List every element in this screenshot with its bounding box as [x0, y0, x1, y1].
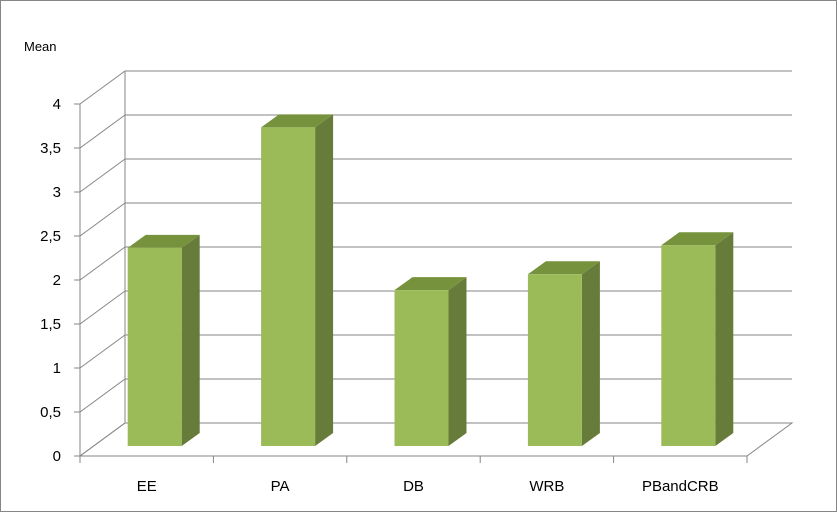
y-tick-label: 1: [53, 360, 61, 377]
bar-front: [127, 247, 182, 446]
bar-side: [181, 234, 200, 446]
bar-top: [394, 277, 467, 291]
side-gridline: [79, 246, 126, 281]
bar-side: [448, 277, 467, 446]
x-tick-label: PA: [271, 478, 290, 495]
side-gridline: [79, 114, 126, 149]
floor-plane: [78, 422, 794, 457]
y-tick-label: 0: [53, 448, 61, 465]
bar-top: [127, 234, 200, 248]
x-tick-label: DB: [403, 478, 424, 495]
y-tick-label: 2: [53, 272, 61, 289]
bar-front: [261, 127, 316, 446]
side-gridline: [79, 202, 126, 237]
bar-PA: [261, 114, 334, 446]
bar-DB: [394, 277, 467, 446]
side-gridline: [79, 290, 126, 325]
bar-PBandCRB: [661, 232, 734, 446]
bar-top: [261, 114, 334, 128]
y-tick-label: 3,5: [40, 140, 61, 157]
bar-side: [315, 114, 334, 446]
x-tick-label: EE: [137, 478, 157, 495]
bar-side: [715, 232, 734, 446]
bar-layer: [127, 114, 734, 446]
side-gridline: [79, 334, 126, 369]
x-tick-labels: EE PA DB WRB PBandCRB: [137, 478, 719, 495]
y-axis-title: Mean: [24, 39, 57, 54]
side-gridline: [79, 378, 126, 413]
x-tick-label: PBandCRB: [642, 478, 719, 495]
bar-front: [527, 274, 582, 446]
bar-side: [581, 261, 600, 446]
y-tick-label: 0,5: [40, 404, 61, 421]
bar-top: [661, 232, 734, 246]
bar-EE: [127, 234, 200, 446]
y-tick-label: 1,5: [40, 316, 61, 333]
bar-front: [394, 290, 449, 446]
y-tick-labels: 0 0,5 1 1,5 2 2,5 3 3,5 4: [40, 96, 61, 465]
side-gridline: [79, 70, 126, 105]
y-tick-label: 2,5: [40, 228, 61, 245]
side-gridline: [79, 158, 126, 193]
y-tick-label: 4: [53, 96, 61, 113]
y-tick-label: 3: [53, 184, 61, 201]
bar-WRB: [527, 261, 600, 446]
bar-top: [527, 261, 600, 275]
bar-front: [661, 245, 716, 446]
x-tick-label: WRB: [529, 478, 564, 495]
